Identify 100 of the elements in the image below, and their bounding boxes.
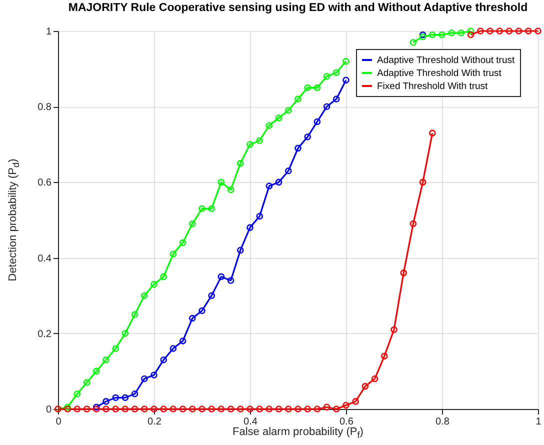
point xyxy=(314,118,321,126)
point xyxy=(179,406,186,412)
legend-label: Adaptive Threshold Without trust xyxy=(377,55,516,66)
y-tick-label: 0.8 xyxy=(38,102,52,114)
point xyxy=(170,345,177,352)
y-tick-label: 0 xyxy=(46,404,52,416)
y-tick-label: 0.4 xyxy=(38,253,52,264)
point xyxy=(381,352,388,360)
y-tick-label: 0.6 xyxy=(38,178,52,189)
point xyxy=(525,28,532,34)
point xyxy=(515,28,522,34)
point xyxy=(477,28,484,34)
x-tick-label: 1 xyxy=(536,416,542,428)
point xyxy=(218,406,225,412)
point xyxy=(333,69,340,76)
point xyxy=(150,406,158,412)
x-tick-label: 0.6 xyxy=(340,416,354,428)
point xyxy=(74,390,81,398)
point xyxy=(486,28,494,34)
point xyxy=(266,122,273,129)
y-tick-label: 1 xyxy=(46,26,52,38)
point xyxy=(208,292,215,299)
point xyxy=(122,394,129,402)
point xyxy=(150,372,158,378)
point xyxy=(256,406,263,412)
point xyxy=(218,273,225,280)
point xyxy=(496,28,503,34)
point xyxy=(102,406,110,412)
point xyxy=(390,326,398,334)
x-tick-label: 0.2 xyxy=(148,416,162,428)
point xyxy=(237,406,244,412)
chart-title: MAJORITY Rule Cooperative sensing using ED with and Without Adaptive threshold xyxy=(68,2,528,14)
point xyxy=(227,186,234,194)
point xyxy=(112,406,119,412)
point xyxy=(208,406,215,412)
point xyxy=(323,404,330,410)
point xyxy=(342,58,350,65)
point xyxy=(150,280,158,288)
point xyxy=(189,406,196,412)
point xyxy=(160,406,167,412)
point xyxy=(122,330,129,337)
point xyxy=(227,277,234,284)
point xyxy=(227,406,234,412)
point xyxy=(304,406,311,412)
point xyxy=(160,356,167,364)
point xyxy=(429,130,436,136)
point xyxy=(160,273,167,280)
point xyxy=(179,338,186,344)
point xyxy=(304,84,311,92)
legend-label: Adaptive Threshold With trust xyxy=(377,68,502,79)
point xyxy=(102,398,110,405)
point xyxy=(93,368,100,375)
x-axis-title: False alarm probability (P$_{f}$) xyxy=(232,426,364,440)
point xyxy=(131,406,138,412)
point xyxy=(285,167,292,174)
point xyxy=(208,205,215,212)
point xyxy=(170,250,177,258)
point xyxy=(275,114,282,122)
point xyxy=(448,30,455,36)
point xyxy=(429,31,436,38)
point xyxy=(237,160,244,167)
point xyxy=(131,390,138,398)
point xyxy=(266,182,273,190)
point xyxy=(400,270,407,276)
point xyxy=(342,402,350,409)
x-tick-label: 0.8 xyxy=(436,416,450,428)
point xyxy=(189,220,196,228)
point xyxy=(285,406,292,412)
point xyxy=(198,406,206,412)
x-tick-label: 0 xyxy=(56,416,62,428)
point xyxy=(198,205,206,212)
point xyxy=(294,96,302,102)
point xyxy=(323,103,330,110)
point xyxy=(419,178,426,186)
legend-label: Fixed Threshold With trust xyxy=(377,81,488,92)
point xyxy=(170,406,177,412)
point xyxy=(314,406,321,412)
y-tick-label: 0.2 xyxy=(38,328,52,340)
point xyxy=(362,382,369,390)
point xyxy=(371,375,378,382)
point xyxy=(246,141,254,148)
point xyxy=(294,144,302,152)
point xyxy=(141,406,148,412)
point xyxy=(333,96,340,102)
point xyxy=(438,31,446,38)
point xyxy=(275,406,282,412)
x-tick-label: 0.4 xyxy=(244,416,258,428)
point xyxy=(83,379,90,386)
point xyxy=(218,178,225,186)
point xyxy=(74,406,81,412)
point xyxy=(323,72,330,80)
point xyxy=(179,239,186,246)
point xyxy=(266,406,273,412)
point xyxy=(342,76,350,84)
point xyxy=(314,84,321,92)
point xyxy=(333,406,340,412)
point xyxy=(352,398,359,405)
point xyxy=(467,31,474,38)
point xyxy=(285,106,292,114)
point xyxy=(256,137,263,144)
